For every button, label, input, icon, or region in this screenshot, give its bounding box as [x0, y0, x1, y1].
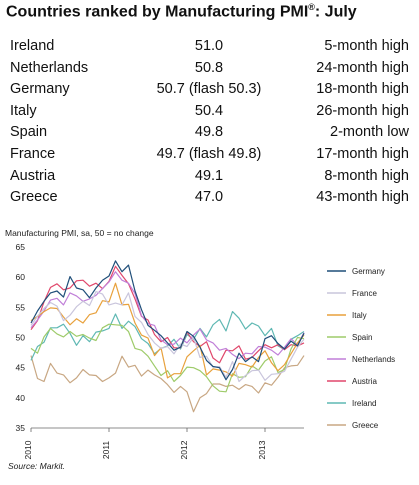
- y-tick-label: 45: [16, 363, 26, 373]
- chart-heading: Countries ranked by Manufacturing PMI®: …: [6, 2, 357, 21]
- legend-label-france: France: [352, 289, 377, 298]
- ranking-row: Netherlands 50.8 24-month high: [10, 58, 409, 80]
- legend-label-netherlands: Netherlands: [352, 355, 395, 364]
- ranking-value: 50.8: [194, 59, 224, 76]
- ranking-row: Spain 49.8 2-month low: [10, 122, 409, 144]
- ranking-value: 50.7 (flash 50.3): [156, 81, 262, 98]
- ranking-value: 49.7 (flash 49.8): [156, 145, 262, 162]
- ranking-row: Germany 50.7 (flash 50.3) 18-month high: [10, 79, 409, 101]
- ranking-row: Italy 50.4 26-month high: [10, 101, 409, 123]
- ranking-country: Austria: [10, 167, 56, 184]
- y-tick-label: 35: [16, 423, 26, 433]
- ranking-row: Ireland 51.0 5-month high: [10, 36, 409, 58]
- ranking-note: 18-month high: [316, 81, 409, 98]
- source-note: Source: Markit.: [8, 461, 66, 471]
- ranking-country: France: [10, 145, 56, 162]
- ranking-note: 8-month high: [324, 167, 409, 184]
- ranking-country: Ireland: [10, 38, 55, 54]
- x-tick-label: 2012: [179, 440, 189, 459]
- legend-label-greece: Greece: [352, 421, 379, 430]
- ranking-row: Greece 47.0 43-month high: [10, 187, 409, 209]
- ranking-value: 51.0: [194, 38, 224, 54]
- ranking-value: 49.8: [194, 124, 224, 141]
- legend-label-spain: Spain: [352, 333, 372, 342]
- ranking-table: Ireland 51.0 5-month high Netherlands 50.8 24…: [10, 36, 409, 209]
- x-tick-label: 2010: [23, 440, 33, 459]
- series-line-ireland: [30, 310, 305, 361]
- ranking-note: 43-month high: [316, 189, 409, 206]
- ranking-country: Netherlands: [10, 59, 89, 76]
- legend-label-italy: Italy: [352, 311, 367, 320]
- ranking-country: Germany: [10, 81, 70, 98]
- y-tick-label: 65: [16, 242, 26, 252]
- ranking-value: 47.0: [194, 189, 224, 206]
- series-line-italy: [30, 282, 305, 379]
- series-line-germany: [30, 260, 305, 381]
- legend-label-ireland: Ireland: [352, 399, 376, 408]
- heading-text: Countries ranked by Manufacturing PMI: [6, 3, 309, 21]
- y-tick-label: 50: [16, 333, 26, 343]
- ranking-value: 50.4: [194, 102, 224, 119]
- ranking-note: 24-month high: [316, 59, 409, 76]
- ranking-row: France 49.7 (flash 49.8) 17-month high: [10, 144, 409, 166]
- chart-svg: Manufacturing PMI, sa, 50 = no change 35 4…: [5, 228, 395, 460]
- pmi-line-chart: Manufacturing PMI, sa, 50 = no change 35 4…: [0, 220, 419, 480]
- series-line-austria: [30, 265, 305, 364]
- legend-label-austria: Austria: [352, 377, 377, 386]
- y-tick-label: 55: [16, 302, 26, 312]
- registered-mark: ®: [308, 2, 315, 12]
- ranking-country: Spain: [10, 124, 48, 141]
- x-tick-label: 2011: [101, 441, 111, 460]
- series-line-netherlands: [30, 271, 305, 360]
- ranking-note: 2-month low: [330, 124, 409, 141]
- ranking-value: 49.1: [194, 167, 224, 184]
- y-tick-label: 60: [16, 272, 26, 282]
- y-tick-label: 40: [16, 393, 26, 403]
- ranking-note: 17-month high: [316, 145, 409, 162]
- series-line-france: [30, 290, 305, 383]
- chart-subtitle: Manufacturing PMI, sa, 50 = no change: [5, 228, 154, 238]
- series-line-greece: [30, 355, 305, 413]
- legend-label-germany: Germany: [352, 267, 385, 276]
- heading-suffix: : July: [314, 3, 357, 21]
- ranking-country: Italy: [10, 102, 37, 119]
- ranking-row: Austria 49.1 8-month high: [10, 166, 409, 188]
- ranking-note: 5-month high: [324, 38, 409, 54]
- x-tick-label: 2013: [257, 440, 267, 459]
- ranking-country: Greece: [10, 189, 58, 206]
- ranking-note: 26-month high: [316, 102, 409, 119]
